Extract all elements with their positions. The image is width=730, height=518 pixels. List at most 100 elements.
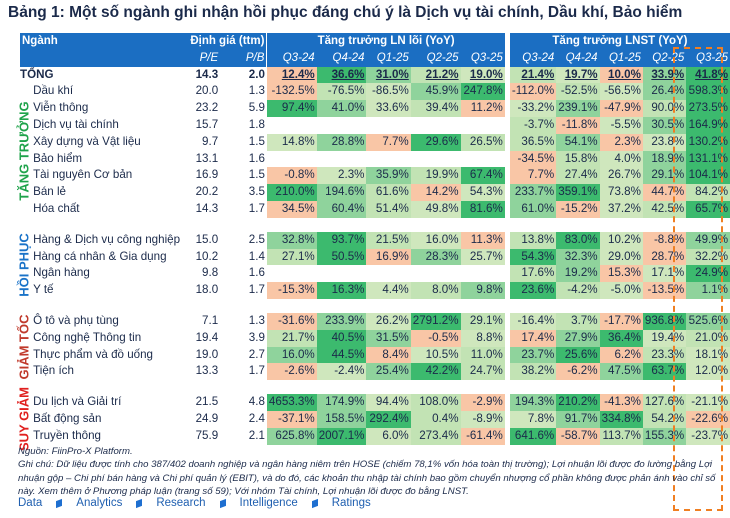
pe-value: 16.9 xyxy=(195,168,219,182)
npat-quarter-header: Q1-25 xyxy=(599,49,643,67)
sector-name: Tiện ích xyxy=(33,364,74,378)
footer-link-research[interactable]: Research xyxy=(156,497,206,509)
sector-name: Ô tô và phụ tùng xyxy=(33,313,119,327)
sector-name: Viễn thông xyxy=(33,101,89,115)
core-growth-cell: 29.6% xyxy=(410,133,461,151)
core-growth-cell: -2.6% xyxy=(266,363,317,381)
pb-value: 2.5 xyxy=(248,232,265,246)
npat-growth-cell: -52.5% xyxy=(556,83,600,101)
npat-growth-cell: 42.5% xyxy=(642,200,687,218)
npat-growth-cell: 15.3% xyxy=(599,265,643,283)
core-growth-cell: 8.0% xyxy=(410,282,461,299)
group-label: TĂNG TRƯỞNG xyxy=(16,83,31,217)
core-growth-cell: 41.0% xyxy=(316,100,367,117)
npat-growth-cell: 104.1% xyxy=(686,167,730,185)
npat-growth-cell: 19.4% xyxy=(642,329,687,347)
table-row: Bảo hiểm 13.1 1.6 -34.5% 15.8% 4.0% 18.9% 131.1… xyxy=(20,150,730,168)
footer-link-intelligence[interactable]: Intelligence xyxy=(239,497,298,509)
core-growth-cell xyxy=(411,151,461,168)
core-growth-cell: 158.5% xyxy=(316,410,367,428)
core-growth-cell: 61.6% xyxy=(366,184,411,201)
npat-growth-cell: -16.4% xyxy=(509,312,557,330)
pb-value: 5.9 xyxy=(248,101,265,115)
core-growth-cell: 8.8% xyxy=(460,329,505,347)
core-growth-cell: -8.9% xyxy=(460,410,505,428)
pe-value: 23.2 xyxy=(195,101,219,115)
table-row: Thực phẩm và đồ uống 19.0 2.7 16.0% 44.5% 8.4… xyxy=(20,346,730,364)
npat-growth-cell: 19.2% xyxy=(556,265,600,283)
npat-growth-cell: 3.7% xyxy=(556,312,600,330)
core-growth-cell: -132.5% xyxy=(266,83,317,101)
core-quarter-header: Q3-24 xyxy=(266,49,317,67)
npat-growth-cell: -21.1% xyxy=(686,394,730,411)
core-growth-cell: 273.4% xyxy=(410,427,461,445)
footer-link-data[interactable]: Data xyxy=(18,497,43,509)
table-row: Hóa chất 14.3 1.7 34.5% 60.4% 51.4% 49.8% 81.6%… xyxy=(20,200,730,218)
core-growth-cell: 2007.1% xyxy=(316,427,367,445)
npat-growth-cell: -3.7% xyxy=(509,116,557,134)
npat-growth-cell: 273.5% xyxy=(686,100,730,117)
pb-header: P/B xyxy=(220,49,267,67)
core-growth-cell: 25.7% xyxy=(460,248,505,266)
pe-value: 13.3 xyxy=(195,364,219,378)
npat-growth-cell: 63.7% xyxy=(642,363,687,381)
core-growth-cell: 2791.2% xyxy=(410,312,461,330)
npat-growth-cell: 44.7% xyxy=(642,184,687,201)
npat-growth-cell: 54.2% xyxy=(642,410,687,428)
npat-quarter-header: Q3-24 xyxy=(509,49,557,67)
source-note: Nguồn: FiinPro-X Platform. xyxy=(18,446,133,457)
table-row: HỒI PHỤC Hàng & Dịch vụ công nghiệp 15.0 2.… xyxy=(16,231,730,297)
npat-growth-cell: 17.4% xyxy=(509,329,557,347)
footer-link-analytics[interactable]: Analytics xyxy=(76,497,123,509)
npat-growth-cell: 10.0% xyxy=(599,66,643,84)
core-growth-cell: 11.0% xyxy=(460,346,505,364)
pe-value: 75.9 xyxy=(195,428,219,442)
core-growth-cell xyxy=(267,265,317,282)
npat-growth-cell: -4.2% xyxy=(556,282,600,299)
core-growth-cell: 40.5% xyxy=(316,329,367,347)
core-growth-cell: -15.3% xyxy=(266,282,317,299)
core-growth-cell: 94.4% xyxy=(366,394,411,411)
npat-growth-cell: 4.0% xyxy=(599,150,643,168)
npat-growth-cell: 32.2% xyxy=(686,248,730,266)
table-row: Xây dựng và Vật liệu 9.7 1.5 14.8% 28.8% 7.7%… xyxy=(20,133,730,151)
core-growth-cell: 31.0% xyxy=(366,66,411,84)
group-label-text: SUY GIẢM xyxy=(16,387,32,452)
core-growth-cell xyxy=(317,265,367,282)
pe-value: 20.2 xyxy=(195,185,219,199)
pe-value: 13.1 xyxy=(195,151,219,165)
npat-growth-cell: -112.0% xyxy=(509,83,557,101)
sector-name: Tài nguyên Cơ bản xyxy=(33,168,133,182)
core-growth-cell: 292.4% xyxy=(366,410,411,428)
npat-growth-cell: 54.1% xyxy=(556,133,600,151)
sector-name: Truyền thông xyxy=(33,428,101,442)
core-growth-cell xyxy=(411,117,461,134)
bullet-icon xyxy=(311,498,318,508)
core-growth-cell: -61.4% xyxy=(460,427,505,445)
pb-value: 1.5 xyxy=(248,134,265,148)
npat-growth-cell: -34.5% xyxy=(509,150,557,168)
table-row: Ngân hàng 9.8 1.6 17.6% 19.2% 15.3% 17.1% 24.9% xyxy=(20,265,730,283)
footer-link-ratings[interactable]: Ratings xyxy=(331,497,371,509)
npat-growth-cell: 25.6% xyxy=(556,346,600,364)
core-growth-cell: 21.7% xyxy=(266,329,317,347)
npat-growth-cell: 155.3% xyxy=(642,427,687,445)
core-growth-cell: 29.1% xyxy=(460,312,505,330)
core-growth-cell: 9.8% xyxy=(460,282,505,299)
core-growth-cell: 35.9% xyxy=(366,167,411,185)
core-growth-cell: 44.5% xyxy=(316,346,367,364)
table-title: Bảng 1: Một số ngành ghi nhận hồi phục đ… xyxy=(8,4,683,21)
npat-growth-cell: 334.8% xyxy=(599,410,643,428)
npat-growth-cell: -23.7% xyxy=(686,427,730,445)
core-growth-cell xyxy=(267,151,317,168)
pb-value: 3.5 xyxy=(248,185,265,199)
pb-value: 1.7 xyxy=(248,283,265,297)
core-quarter-header: Q1-25 xyxy=(366,49,411,67)
group-label-text: TĂNG TRƯỞNG xyxy=(16,101,32,201)
npat-growth-cell: 27.4% xyxy=(556,167,600,185)
npat-growth-cell: 19.7% xyxy=(556,66,600,84)
npat-growth-cell: 29.0% xyxy=(599,248,643,266)
npat-growth-cell: 90.0% xyxy=(642,100,687,117)
core-growth-cell: 2.3% xyxy=(316,167,367,185)
npat-growth-cell: 23.6% xyxy=(509,282,557,299)
